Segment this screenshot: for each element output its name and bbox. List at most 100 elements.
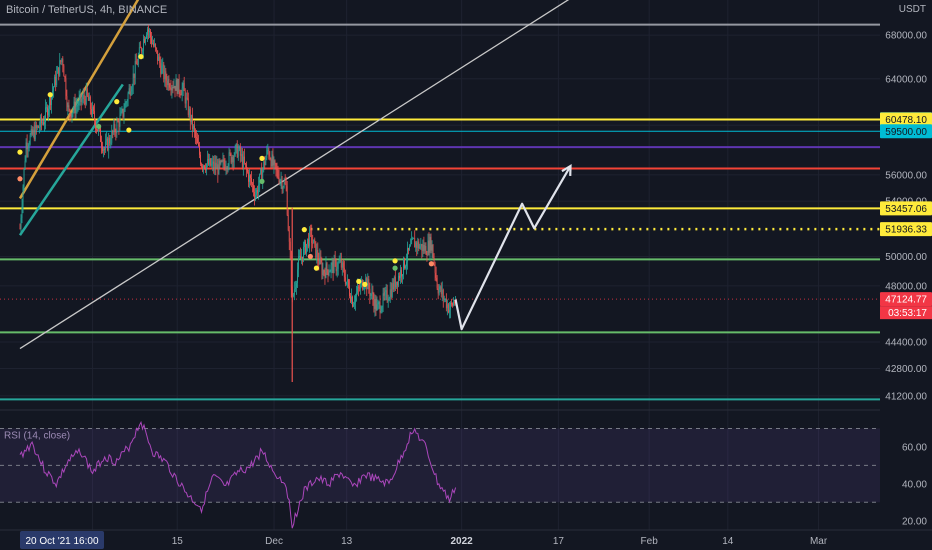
currency-label[interactable]: USDT bbox=[898, 4, 926, 15]
candle-body bbox=[114, 124, 116, 132]
rsi-series-line bbox=[19, 420, 457, 529]
gray-diagonal bbox=[19, 0, 570, 350]
candle-body bbox=[416, 242, 418, 248]
grid-lines bbox=[0, 0, 932, 530]
candle-body bbox=[206, 163, 208, 171]
candle-body bbox=[165, 71, 167, 81]
candle-body bbox=[252, 183, 253, 186]
price-label-box bbox=[880, 292, 932, 307]
candle-body bbox=[376, 304, 378, 311]
rsi-band: RSI (14, close) bbox=[0, 427, 880, 503]
candle-body bbox=[243, 156, 245, 164]
candle-body bbox=[90, 108, 92, 115]
candle-body bbox=[219, 160, 221, 164]
rsi-tick: 40.00 bbox=[902, 479, 927, 490]
time-tick: 14 bbox=[722, 536, 734, 547]
candle-body bbox=[33, 129, 35, 140]
time-axis-bg bbox=[0, 530, 932, 550]
candle-body bbox=[351, 296, 352, 302]
candle-body bbox=[89, 96, 91, 109]
price-tick: 44400.00 bbox=[885, 338, 927, 349]
price-axis[interactable]: 68000.0064000.0060000.0056000.0054000.00… bbox=[880, 0, 932, 530]
candle-body bbox=[83, 95, 85, 99]
candle-body bbox=[448, 309, 450, 313]
candle-body bbox=[343, 267, 345, 278]
candle-body bbox=[345, 281, 347, 285]
time-tick: Mar bbox=[810, 536, 828, 547]
signal-dot bbox=[47, 92, 53, 98]
candle-body bbox=[193, 125, 195, 131]
candle-body bbox=[388, 299, 390, 301]
crosshair-time-box bbox=[20, 531, 104, 549]
candle-body bbox=[377, 302, 379, 305]
candle-body bbox=[389, 289, 391, 300]
candle-body bbox=[447, 304, 449, 313]
candle-body bbox=[381, 306, 383, 311]
rsi-tick: 20.00 bbox=[902, 516, 927, 527]
candle-body bbox=[68, 105, 70, 110]
candle-body bbox=[357, 286, 358, 293]
horizontal-levels[interactable] bbox=[0, 23, 880, 401]
candle-body bbox=[22, 186, 24, 207]
candle-body bbox=[384, 291, 386, 296]
candle-body bbox=[450, 302, 451, 310]
time-axis[interactable]: Nov15Dec13202217Feb14Mar20 Oct '21 16:00 bbox=[0, 529, 932, 550]
candle-body bbox=[35, 125, 37, 129]
candle-body bbox=[445, 298, 447, 309]
candle-body bbox=[269, 156, 271, 160]
candle-body bbox=[344, 277, 346, 285]
candle-body bbox=[288, 230, 290, 242]
candle-body bbox=[128, 88, 130, 94]
candle-body bbox=[293, 289, 295, 295]
candle-body bbox=[181, 88, 183, 96]
candle-body bbox=[402, 274, 403, 277]
candle-body bbox=[153, 43, 154, 46]
candle-body bbox=[246, 164, 247, 170]
time-tick: Feb bbox=[641, 536, 659, 547]
candle-body bbox=[30, 128, 32, 136]
candle-body bbox=[25, 142, 27, 161]
teal-trend bbox=[18, 83, 124, 236]
candle-body bbox=[200, 154, 201, 164]
candle-body bbox=[226, 167, 228, 169]
candle-body bbox=[197, 138, 198, 144]
candle-body bbox=[313, 239, 315, 244]
candle-body bbox=[59, 60, 61, 76]
candle-body bbox=[221, 160, 223, 162]
candle-body bbox=[247, 169, 248, 173]
candle-body bbox=[216, 164, 218, 169]
candle-body bbox=[73, 101, 75, 110]
candle-body bbox=[379, 302, 381, 313]
candle-body bbox=[95, 120, 96, 129]
candle-body bbox=[451, 302, 452, 304]
candle-body bbox=[56, 73, 58, 86]
candle-body bbox=[370, 293, 372, 296]
price-label-box bbox=[880, 201, 932, 216]
crosshair-time-label: 20 Oct '21 16:00 bbox=[25, 536, 99, 547]
candle-body bbox=[217, 164, 219, 175]
candle-body bbox=[368, 279, 370, 289]
price-tick: 68000.00 bbox=[885, 31, 927, 42]
projection-path[interactable] bbox=[454, 163, 572, 331]
candle-body bbox=[373, 298, 375, 309]
candle-body bbox=[171, 87, 173, 91]
price-label-box bbox=[880, 112, 932, 127]
candle-body bbox=[400, 270, 401, 279]
candle-body bbox=[167, 79, 169, 86]
price-label-text: 53457.06 bbox=[885, 204, 927, 215]
candle-body bbox=[404, 258, 405, 268]
candle-body bbox=[172, 87, 174, 89]
candle-body bbox=[21, 206, 23, 219]
candle-body bbox=[280, 179, 282, 181]
candle-body bbox=[311, 229, 313, 244]
candle-body bbox=[408, 248, 409, 251]
price-tick: 64000.00 bbox=[885, 74, 927, 85]
candle-body bbox=[139, 47, 141, 49]
candle-body bbox=[127, 93, 129, 102]
candle-body bbox=[399, 275, 400, 279]
candle-body bbox=[49, 96, 50, 109]
candle-body bbox=[276, 168, 278, 171]
candle-body bbox=[156, 47, 158, 51]
candle-body bbox=[265, 158, 267, 166]
